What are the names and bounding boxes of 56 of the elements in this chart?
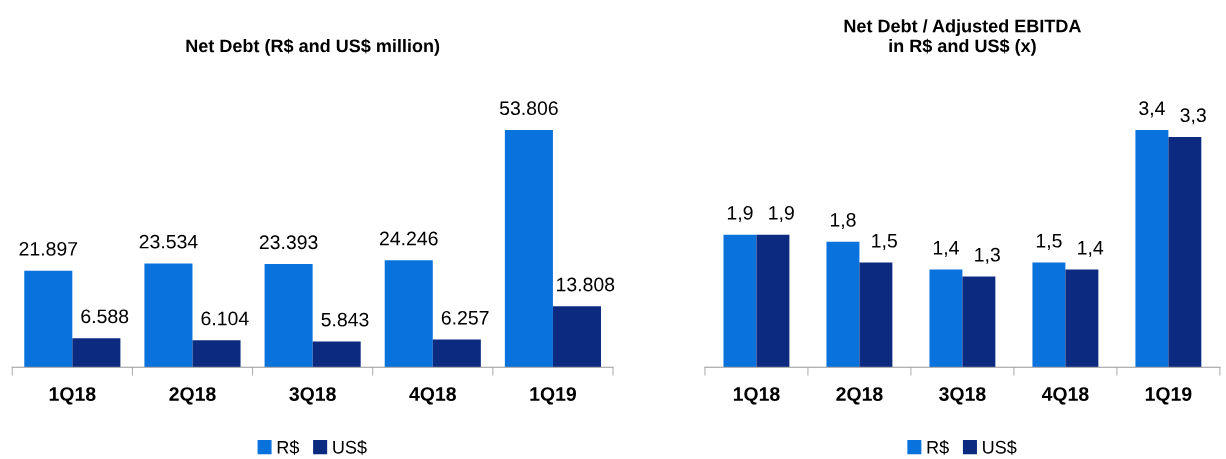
data-label: 13.808 (557, 277, 615, 292)
data-label: 1,4 (933, 241, 959, 257)
x-tick-label: 3Q18 (289, 387, 336, 405)
data-label: 5.843 (321, 312, 369, 327)
bar (384, 260, 433, 368)
bar (264, 264, 313, 368)
data-label: 1,9 (769, 205, 794, 223)
data-label: 21.897 (19, 241, 78, 256)
data-label: 3,3 (1180, 108, 1206, 125)
bar (962, 276, 996, 368)
bar (826, 241, 860, 368)
bar (1065, 269, 1099, 368)
data-label: 6.588 (81, 309, 129, 324)
bar (929, 269, 963, 368)
bar (1135, 130, 1169, 368)
x-tick-label: 1Q19 (530, 387, 576, 405)
bar (192, 340, 241, 368)
data-label: 1,5 (872, 234, 897, 250)
bar (312, 341, 361, 368)
data-label: 1,3 (975, 247, 1000, 264)
data-label: 3,4 (1139, 101, 1165, 118)
data-label: 1,8 (830, 212, 856, 229)
x-tick-label: 2Q18 (836, 387, 883, 405)
x-tick-label: 1Q18 (49, 387, 96, 405)
chart-title: Net Debt / Adjusted EBITDA in R$ and US$ (x) (844, 19, 1081, 56)
x-tick-label: 1Q18 (733, 387, 780, 405)
bar (1032, 262, 1066, 368)
legend-label: US$ (333, 440, 367, 455)
data-label: 1,5 (1036, 234, 1062, 250)
x-tick-label: 4Q18 (409, 387, 456, 405)
data-label: 23.534 (139, 234, 198, 249)
legend-label: R$ (927, 440, 949, 455)
x-tick-label: 1Q19 (1145, 387, 1192, 405)
data-label: 23.393 (259, 235, 318, 250)
bar (1168, 137, 1202, 368)
bar (859, 262, 893, 368)
bar (72, 338, 121, 368)
bar (756, 234, 790, 368)
bar (144, 263, 193, 368)
bar (24, 270, 73, 368)
data-label: 6.104 (201, 311, 249, 326)
legend-label: US$ (983, 440, 1017, 455)
x-tick-label: 3Q18 (939, 387, 986, 405)
data-label: 1,4 (1078, 241, 1104, 257)
chart-title: Net Debt (R$ and US$ million) (186, 38, 440, 56)
data-label: 6.257 (441, 310, 489, 325)
data-label: 53.806 (499, 101, 558, 116)
bar (504, 130, 553, 368)
bar (432, 339, 481, 368)
data-label: 24.246 (379, 231, 438, 246)
data-label: 1,9 (727, 205, 753, 223)
bar (552, 306, 601, 368)
bar (723, 234, 757, 368)
legend-label: R$ (277, 440, 300, 455)
x-tick-label: 4Q18 (1041, 387, 1089, 405)
x-tick-label: 2Q18 (169, 387, 216, 405)
